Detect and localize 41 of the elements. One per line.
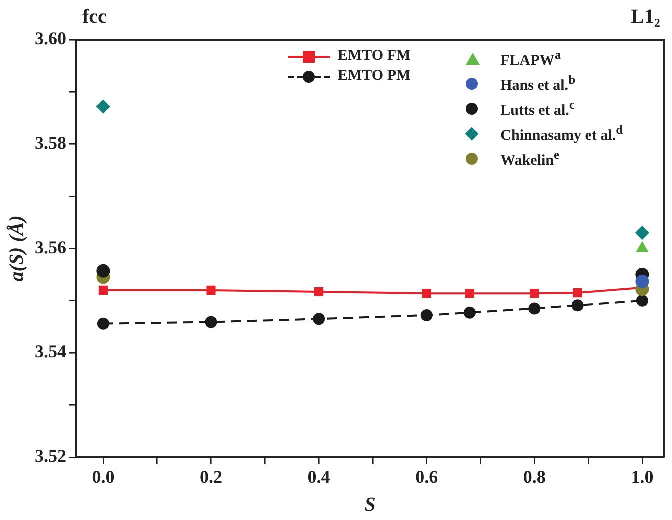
y-axis-title: a(S) (Å) <box>6 216 28 282</box>
point <box>572 300 584 312</box>
point <box>96 264 110 278</box>
legend-label: Chinnasamy et al.$^{d}$ <box>500 123 624 145</box>
y-tick-label: 3.52 <box>35 446 66 466</box>
point <box>98 286 108 295</box>
y-tick-label: 3.60 <box>35 28 66 49</box>
point <box>205 316 218 328</box>
point <box>573 288 582 298</box>
point <box>313 313 326 326</box>
text: L1₂ <box>631 6 660 29</box>
point <box>465 289 474 298</box>
point <box>464 306 476 319</box>
legend-label: Lutts et al.$^{c}$ <box>500 98 575 120</box>
legend-label: FLAPW$^{a}$ <box>500 48 562 70</box>
legend-label: Wakelin$^{e}$ <box>500 148 560 170</box>
point <box>97 318 110 330</box>
point <box>636 274 650 288</box>
x-tick-label: 0.4 <box>308 466 330 487</box>
x-tick-label: 1.0 <box>631 466 654 487</box>
point <box>314 287 324 297</box>
point <box>530 289 540 298</box>
point <box>420 309 433 322</box>
x-tick-label: 0.2 <box>200 466 222 487</box>
legend-label: EMTO PM <box>338 68 411 85</box>
y-tick-label: 3.56 <box>35 237 66 258</box>
legend-label: EMTO FM <box>338 48 411 65</box>
y-tick-label: 3.58 <box>35 133 66 154</box>
x-tick-label: 0.8 <box>523 466 546 487</box>
x-tick-label: 0.0 <box>92 466 115 487</box>
y-tick-label: 3.54 <box>35 342 66 362</box>
x-tick-label: 0.6 <box>416 466 438 487</box>
point <box>636 294 648 307</box>
point <box>422 289 432 298</box>
legend-label: Hans et al.$^{b}$ <box>500 73 576 95</box>
point <box>636 226 650 240</box>
x-axis-title: S <box>364 494 376 516</box>
point <box>96 100 110 114</box>
text: fcc <box>82 6 107 29</box>
point <box>528 302 541 315</box>
point <box>206 286 216 295</box>
